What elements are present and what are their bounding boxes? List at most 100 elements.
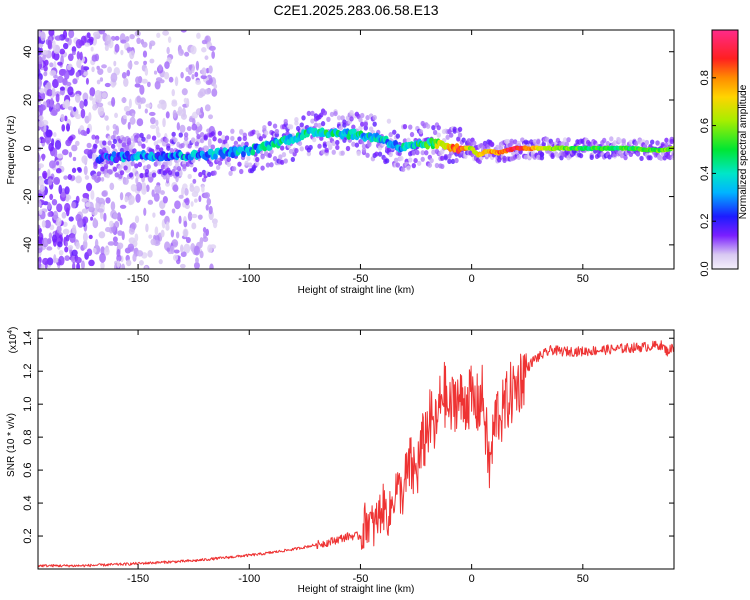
spectral-halo-mark (134, 163, 139, 169)
spectral-noise-mark (88, 36, 94, 43)
spectral-noise-mark (119, 217, 123, 226)
spectral-noise-mark (82, 232, 88, 242)
spectral-halo-mark (361, 147, 367, 153)
spectral-halo-mark (445, 134, 450, 140)
spectral-noise-mark (129, 49, 135, 60)
spectral-noise-mark (82, 66, 90, 71)
spectral-noise-mark (104, 227, 112, 233)
spectral-halo-mark (105, 173, 111, 179)
spectral-noise-mark (115, 125, 120, 135)
spectral-noise-mark (41, 49, 49, 55)
spectral-noise-mark (38, 115, 44, 121)
spectral-noise-mark (52, 78, 59, 89)
spectral-noise-mark (46, 88, 53, 97)
spectral-noise-mark (62, 228, 70, 235)
spectral-noise-mark (86, 32, 91, 39)
spectral-halo-mark (119, 170, 125, 176)
spectral-noise-mark (38, 78, 42, 88)
spectral-halo-mark (431, 149, 436, 155)
spectral-halo-mark (167, 170, 173, 176)
spectral-noise-mark (204, 55, 209, 60)
spectral-noise-mark (205, 80, 213, 86)
spectral-noise-mark (71, 46, 77, 53)
spectral-noise-mark (76, 51, 81, 60)
spectral-noise-mark (112, 236, 118, 243)
spectral-halo-mark (658, 155, 664, 161)
spectral-noise-mark (43, 124, 47, 133)
spectral-noise-mark (204, 88, 212, 95)
spectral-halo-mark (457, 132, 463, 138)
spectral-noise-mark (55, 93, 60, 103)
spectral-halo-mark (91, 174, 96, 180)
spectral-noise-mark (107, 66, 113, 74)
spectral-noise-mark (38, 163, 45, 169)
spectral-noise-mark (47, 202, 51, 210)
spectral-halo-mark (230, 135, 235, 142)
spectral-noise-mark (46, 246, 53, 251)
spectral-noise-mark (38, 36, 41, 45)
spectral-halo-mark (589, 154, 594, 161)
spectral-noise-mark (47, 178, 53, 186)
spectral-noise-mark (157, 103, 163, 109)
spectral-halo-mark (258, 136, 264, 142)
spectral-halo-mark (386, 118, 392, 124)
spectral-halo-mark (196, 133, 201, 140)
spectral-noise-mark (188, 64, 193, 70)
spectral-halo-mark (110, 134, 116, 141)
spectral-noise-mark (55, 168, 62, 174)
spectral-noise-mark (89, 95, 94, 101)
spectral-halo-mark (294, 117, 299, 123)
spectral-noise-mark (56, 225, 62, 234)
spectral-noise-mark (47, 169, 51, 177)
spectral-noise-mark (141, 41, 148, 48)
spectral-noise-mark (201, 39, 207, 45)
spectral-noise-mark (75, 213, 82, 222)
spectral-noise-mark (41, 220, 46, 228)
spectral-noise-mark (121, 263, 126, 269)
spectral-noise-mark (122, 177, 129, 185)
spectral-noise-mark (203, 192, 211, 199)
top-chart-title: C2E1.2025.283.06.58.E13 (273, 2, 438, 18)
spectral-noise-mark (172, 109, 177, 119)
spectral-noise-mark (160, 229, 165, 238)
spectral-halo-mark (155, 144, 160, 150)
spectral-noise-mark (83, 98, 88, 107)
spectral-noise-mark (56, 203, 63, 213)
spectral-noise-mark (150, 117, 156, 125)
spectral-noise-mark (138, 260, 144, 266)
bottom-y-tick-label: 1.2 (22, 364, 34, 379)
spectral-halo-mark (203, 135, 208, 141)
spectral-noise-mark (75, 71, 80, 78)
spectral-noise-mark (42, 170, 48, 179)
spectral-noise-mark (64, 240, 69, 247)
spectral-noise-mark (74, 93, 81, 103)
spectral-noise-mark (120, 39, 127, 44)
spectral-halo-mark (157, 160, 162, 166)
spectral-noise-mark (64, 186, 70, 195)
spectral-noise-mark (129, 33, 135, 40)
spectral-halo-mark (509, 138, 514, 144)
y-scale-multiplier: (x104) (7, 327, 19, 354)
spectral-noise-mark (183, 229, 188, 238)
spectral-halo-mark (130, 161, 135, 167)
spectral-halo-mark (628, 139, 634, 145)
spectral-ridge-mark (230, 151, 236, 159)
spectral-halo-mark (461, 137, 466, 143)
spectral-noise-mark (195, 257, 199, 264)
spectral-noise-mark (82, 92, 89, 102)
spectral-noise-mark (156, 32, 161, 39)
spectral-noise-mark (190, 45, 197, 55)
spectral-halo-mark (217, 138, 223, 144)
spectral-noise-mark (80, 64, 84, 75)
spectral-noise-mark (44, 59, 49, 66)
spectral-halo-mark (617, 138, 623, 144)
spectral-noise-mark (97, 208, 104, 213)
bottom-y-tick-label: 0.8 (22, 429, 34, 444)
spectral-noise-mark (80, 129, 86, 136)
spectral-halo-mark (215, 164, 221, 171)
spectral-noise-mark (97, 102, 104, 108)
spectral-noise-mark (72, 262, 76, 269)
spectral-halo-mark (418, 129, 424, 135)
spectral-halo-mark (178, 132, 183, 138)
spectral-noise-mark (38, 56, 43, 65)
